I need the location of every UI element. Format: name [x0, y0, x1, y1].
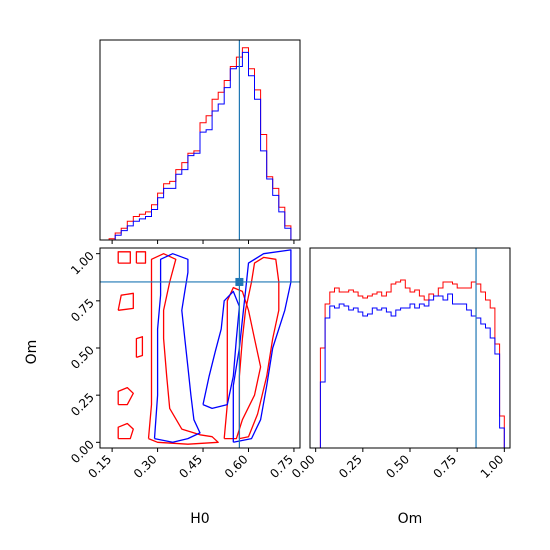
blue-contour-1 [202, 290, 241, 410]
om-histogram-panel: 0.00 0.25 0.50 0.75 1.00 [289, 247, 511, 481]
om-x-tick-label: 0.00 [289, 452, 318, 481]
h0-tick-label: 0.15 [85, 452, 114, 481]
joint-contour-frame [99, 247, 301, 449]
blue-contour-0 [232, 249, 292, 443]
red-contour-1 [223, 286, 262, 440]
h0-tick-label: 0.30 [131, 452, 160, 481]
joint-contour-panel: 0.15 0.30 0.45 0.60 0.75 0.00 0.25 0.50 0.75 1.00 [68, 247, 301, 481]
x-axis-label-om: Om [398, 511, 423, 527]
h0-histogram-panel [99, 39, 301, 244]
om-y-tick-label: 0.75 [68, 296, 97, 325]
h0-histogram-frame [99, 39, 301, 241]
om-x-tick-label: 1.00 [478, 452, 507, 481]
joint-truth-marker [235, 277, 244, 286]
h0-tick-label: 0.75 [267, 452, 296, 481]
joint-contours [117, 249, 292, 445]
om-y-tick-label: 1.00 [68, 249, 97, 278]
om-histogram-frame [309, 247, 511, 449]
om-x-tick-label: 0.50 [383, 452, 412, 481]
om-y-tick-label: 0.25 [68, 390, 97, 419]
red-contour-7 [117, 251, 131, 264]
h0-tick-label: 0.60 [222, 452, 251, 481]
red-contour-6 [117, 292, 134, 311]
h0-tick-label: 0.45 [176, 452, 205, 481]
om-y-tick-label: 0.50 [68, 343, 97, 372]
red-contour-5 [135, 336, 144, 359]
y-axis-label-om: Om [24, 340, 40, 365]
red-contour-8 [135, 251, 147, 264]
blue-contour-2 [153, 253, 201, 443]
red-contour-3 [117, 422, 134, 440]
red-contour-2 [147, 253, 219, 445]
om-x-tick-label: 0.75 [430, 452, 459, 481]
om-x-tick-label: 0.25 [336, 452, 365, 481]
red-contour-0 [238, 256, 280, 440]
h0-hist-blue-series [103, 51, 297, 241]
x-axis-label-h0: H0 [190, 511, 209, 527]
red-contour-4 [117, 386, 134, 406]
om-y-tick-label: 0.00 [68, 437, 97, 466]
